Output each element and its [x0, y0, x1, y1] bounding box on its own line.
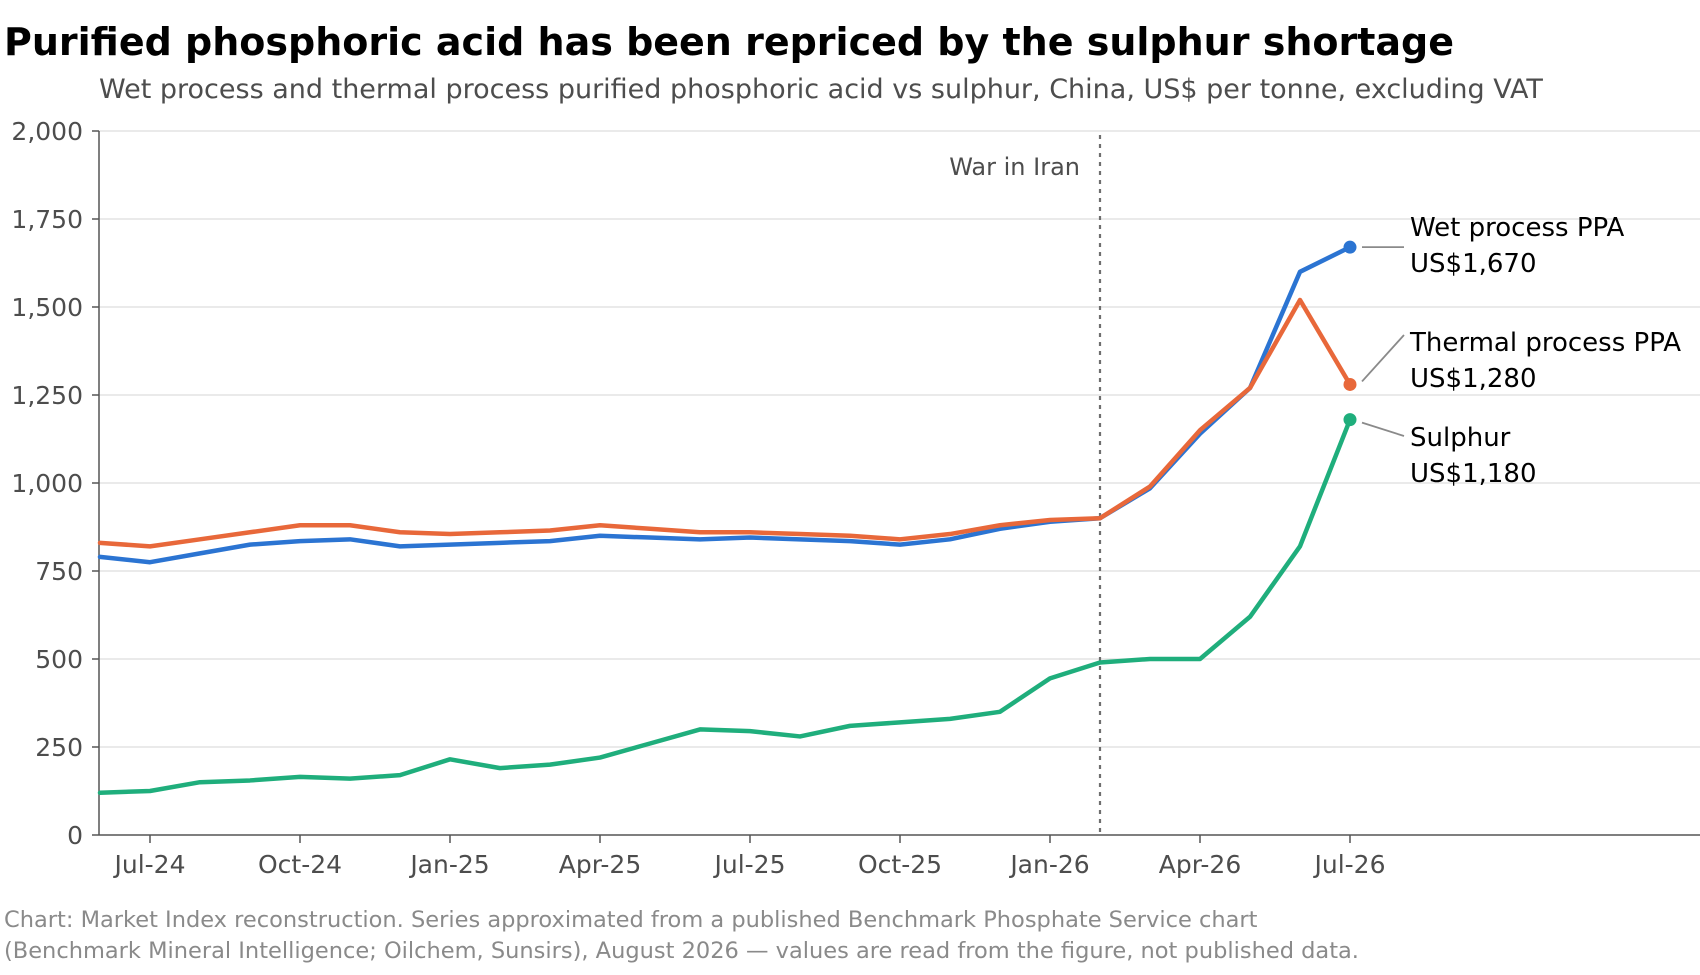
source-line-2: (Benchmark Mineral Intelligence; Oilchem… [4, 938, 1359, 964]
y-tick-label: 1,000 [11, 469, 83, 498]
y-tick-label: 0 [67, 821, 83, 850]
series-line-2 [97, 417, 1353, 796]
x-tick-label: Jan-25 [408, 850, 489, 879]
series-line-1 [97, 297, 1353, 549]
y-tick-label: 250 [35, 733, 83, 762]
annotation-label: War in Iran [949, 153, 1080, 181]
leader-line [1361, 334, 1405, 383]
series-line-0 [97, 244, 1353, 565]
chart-title: Purified phosphoric acid has been repric… [4, 20, 1454, 64]
end-point-1 [1343, 377, 1357, 391]
y-tick-label: 1,750 [11, 205, 83, 234]
series-label-name: Wet process PPA [1410, 213, 1625, 243]
x-tick-label: Jul-24 [113, 850, 186, 879]
gridlines [99, 130, 1700, 748]
x-tick-label: Oct-25 [858, 850, 942, 879]
series-label-name: Thermal process PPA [1409, 328, 1681, 358]
line-chart: 0 250 500 750 1,000 1,250 1,500 1,750 2,000 Jul-… [11, 117, 1700, 879]
series-label-value: US$1,280 [1410, 364, 1537, 394]
y-tick-label: 1,250 [11, 381, 83, 410]
y-axis: 0 250 500 750 1,000 1,250 1,500 1,750 2,000 [11, 117, 100, 850]
y-tick-label: 2,000 [11, 117, 83, 146]
source-line-1: Chart: Market Index reconstruction. Seri… [4, 907, 1258, 933]
x-tick-label: Jul-26 [1313, 850, 1386, 879]
x-tick-label: Jan-26 [1008, 850, 1089, 879]
chart-subtitle: Wet process and thermal process purified… [99, 74, 1543, 105]
y-tick-label: 500 [35, 645, 83, 674]
x-axis: Jul-24 Oct-24 Jan-25 Apr-25 Jul-25 Oct-25 Jan-… [99, 834, 1700, 879]
x-tick-label: Jul-25 [713, 850, 786, 879]
series-lines [97, 244, 1353, 796]
x-tick-label: Oct-24 [258, 850, 342, 879]
x-tick-label: Apr-25 [559, 850, 641, 879]
end-labels: Wet process PPA US$1,670 Thermal process P… [1343, 213, 1681, 489]
chart-source: Chart: Market Index reconstruction. Seri… [4, 905, 1359, 967]
end-point-2 [1343, 413, 1357, 427]
end-point-0 [1343, 240, 1357, 254]
series-label-name: Sulphur [1410, 423, 1511, 453]
war-annotation: War in Iran [949, 135, 1102, 835]
series-label-value: US$1,670 [1410, 249, 1537, 279]
x-tick-label: Apr-26 [1159, 850, 1241, 879]
series-label-value: US$1,180 [1410, 459, 1537, 489]
y-tick-label: 750 [35, 557, 83, 586]
leader-line [1361, 421, 1405, 437]
y-tick-label: 1,500 [11, 293, 83, 322]
